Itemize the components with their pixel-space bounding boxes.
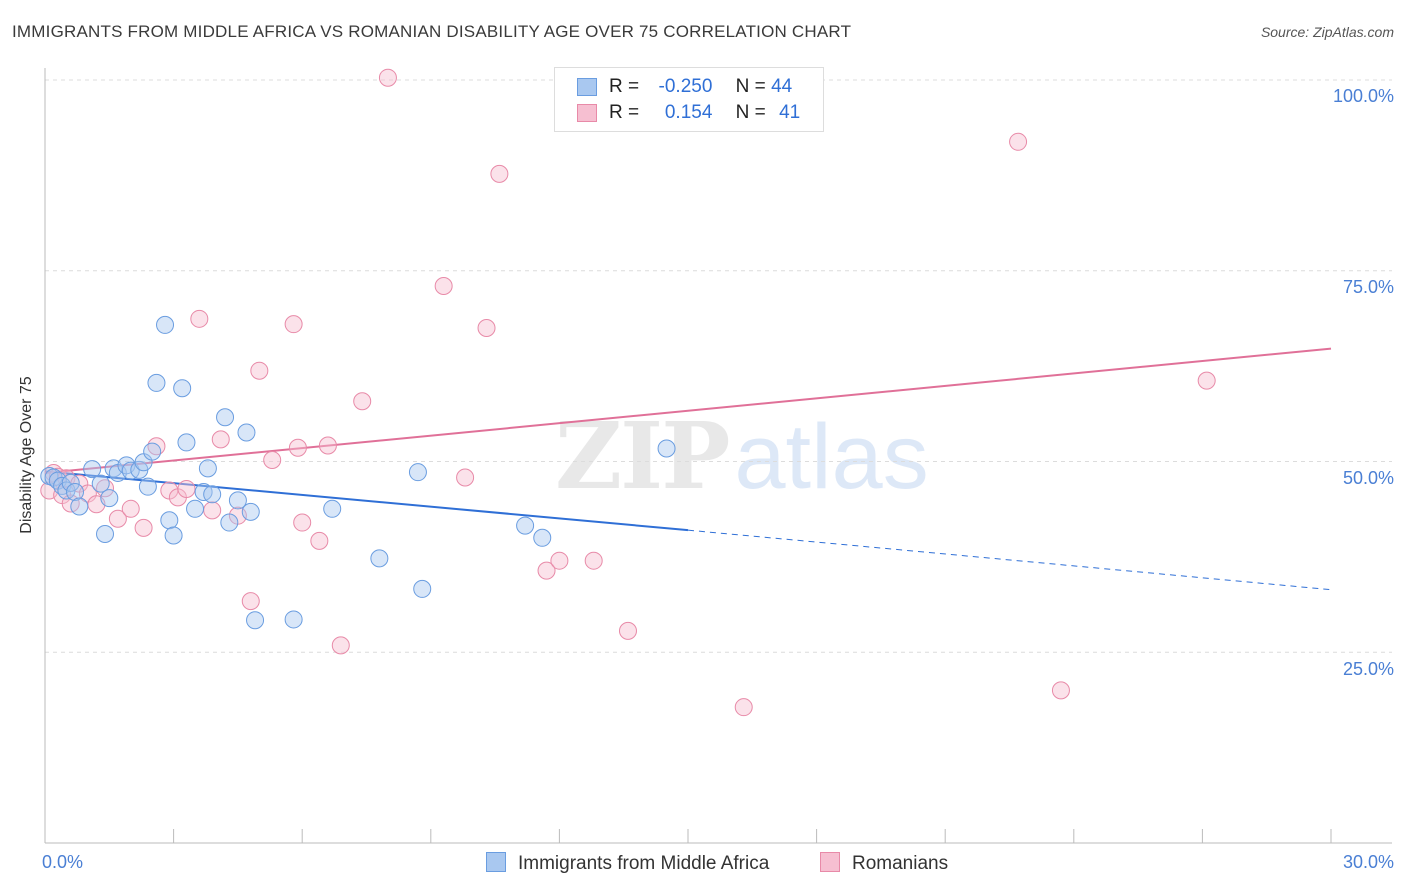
- point-romanians: [241, 592, 260, 611]
- y-tick-label-25: 25.0%: [1342, 659, 1394, 679]
- legend-swatch-blue: [577, 77, 597, 96]
- legend-row-series2: R = 0.154 N = 41: [577, 102, 800, 128]
- point-middle-africa: [66, 483, 85, 502]
- point-romanians: [190, 309, 209, 328]
- point-romanians: [378, 68, 397, 87]
- trend-line-middle-africa: [44, 470, 689, 532]
- point-romanians: [121, 499, 140, 518]
- legend-r-label: R =: [609, 76, 640, 97]
- trend-line-romanians: [44, 347, 1332, 474]
- x-tick-label-max: 30.0%: [1342, 852, 1394, 872]
- point-romanians: [134, 518, 153, 537]
- series-legend: Immigrants from Middle Africa Romanians: [0, 852, 1406, 878]
- point-middle-africa: [138, 477, 157, 496]
- point-romanians: [1009, 132, 1028, 151]
- point-romanians: [293, 513, 312, 532]
- legend-label-middle-africa: Immigrants from Middle Africa: [518, 853, 770, 874]
- point-romanians: [353, 392, 372, 411]
- data-points: [40, 68, 1216, 717]
- point-middle-africa: [323, 499, 342, 518]
- point-romanians: [550, 551, 569, 570]
- legend-r-label: R =: [609, 102, 640, 123]
- point-middle-africa: [143, 442, 162, 461]
- point-romanians: [477, 318, 496, 337]
- y-axis-label: Disability Age Over 75: [18, 376, 35, 534]
- point-middle-africa: [186, 499, 205, 518]
- point-middle-africa: [198, 459, 217, 478]
- point-middle-africa: [100, 489, 119, 508]
- legend-item-middle-africa: Immigrants from Middle Africa: [486, 852, 769, 875]
- point-middle-africa: [516, 516, 535, 535]
- chart-title: IMMIGRANTS FROM MIDDLE AFRICA VS ROMANIA…: [12, 22, 852, 41]
- legend-n-value: 44: [771, 76, 793, 97]
- point-middle-africa: [91, 474, 110, 493]
- point-middle-africa: [177, 433, 196, 452]
- point-romanians: [331, 636, 350, 655]
- legend-label-romanians: Romanians: [852, 853, 949, 874]
- legend-row-series1: R = -0.250 N = 44: [577, 76, 792, 102]
- point-middle-africa: [413, 579, 432, 598]
- point-romanians: [1197, 371, 1216, 390]
- point-middle-africa: [284, 610, 303, 629]
- point-romanians: [288, 438, 307, 457]
- point-middle-africa: [173, 379, 192, 398]
- point-middle-africa: [160, 511, 179, 530]
- legend-swatch-pink: [820, 852, 840, 872]
- point-middle-africa: [203, 485, 222, 504]
- legend-r-value: -0.250: [658, 76, 713, 97]
- point-romanians: [108, 509, 127, 528]
- point-romanians: [490, 164, 509, 183]
- point-romanians: [1051, 681, 1070, 700]
- point-middle-africa: [83, 460, 102, 479]
- trend-lines: [44, 347, 1332, 591]
- point-middle-africa: [657, 439, 676, 458]
- point-middle-africa: [96, 524, 115, 543]
- point-romanians: [211, 430, 230, 449]
- y-tick-label-100: 100.0%: [1332, 86, 1394, 106]
- point-middle-africa: [370, 549, 389, 568]
- legend-n-value: 41: [779, 102, 801, 123]
- point-middle-africa: [61, 473, 80, 492]
- point-middle-africa: [533, 528, 552, 547]
- point-middle-africa: [156, 315, 175, 334]
- point-romanians: [434, 277, 453, 296]
- point-middle-africa: [220, 513, 239, 532]
- point-middle-africa: [147, 373, 166, 392]
- axes: [44, 68, 1392, 844]
- point-middle-africa: [237, 423, 256, 442]
- legend-swatch-pink: [577, 103, 597, 122]
- x-tick-label-min: 0.0%: [42, 852, 84, 872]
- point-romanians: [263, 450, 282, 469]
- point-romanians: [456, 468, 475, 487]
- point-middle-africa: [228, 491, 247, 510]
- point-middle-africa: [241, 502, 260, 521]
- legend-n-label: N =: [735, 102, 766, 123]
- point-middle-africa: [164, 526, 183, 545]
- legend-n-label: N =: [735, 76, 766, 97]
- y-tick-label-50: 50.0%: [1342, 468, 1394, 488]
- point-middle-africa: [70, 497, 89, 516]
- gridlines: [45, 79, 1392, 653]
- point-romanians: [177, 479, 196, 498]
- point-middle-africa: [216, 408, 235, 427]
- point-romanians: [203, 501, 222, 520]
- point-romanians: [734, 698, 753, 717]
- point-middle-africa: [408, 463, 427, 482]
- point-romanians: [618, 621, 637, 640]
- point-middle-africa: [246, 611, 265, 630]
- source-label: Source: ZipAtlas.com: [1260, 24, 1394, 40]
- point-romanians: [310, 531, 329, 550]
- legend-swatch-blue: [486, 852, 506, 872]
- point-romanians: [537, 561, 556, 580]
- point-romanians: [318, 436, 337, 455]
- correlation-legend: R = -0.250 N = 44 R = 0.154 N = 41: [554, 67, 824, 132]
- legend-r-value: 0.154: [664, 102, 713, 123]
- y-tick-label-75: 75.0%: [1342, 277, 1394, 297]
- trend-line-middle-africa-projection: [687, 529, 1332, 591]
- legend-item-romanians: Romanians: [820, 852, 948, 875]
- point-romanians: [584, 551, 603, 570]
- point-romanians: [250, 361, 269, 380]
- point-romanians: [284, 315, 303, 334]
